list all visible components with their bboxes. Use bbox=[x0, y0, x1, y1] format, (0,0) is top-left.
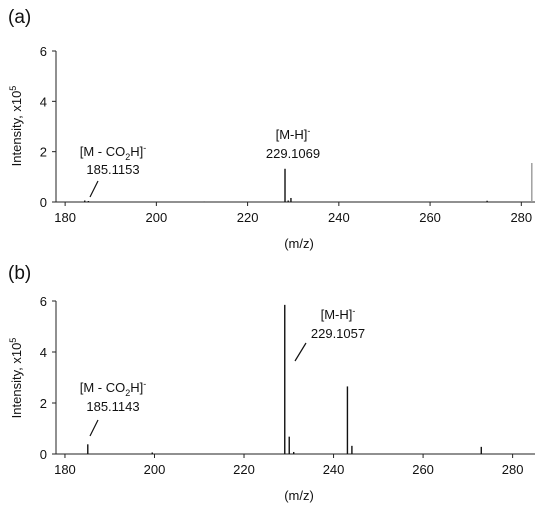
peak-annotation-value: 185.1153 bbox=[86, 162, 139, 177]
x-tick-label: 280 bbox=[502, 462, 524, 477]
panel-a-ylabel: Intensity, x105 bbox=[8, 86, 24, 167]
annotation-leader-line bbox=[89, 180, 99, 198]
panel-a-peaks bbox=[84, 162, 533, 202]
peak-annotation-label: [M - CO2H]- bbox=[80, 143, 147, 162]
panel-b: (b) Intensity, x105 (m/z) 0 2 4 6 180 200 220 2… bbox=[8, 263, 535, 503]
panel-a-label: (a) bbox=[8, 7, 31, 28]
x-tick-label: 200 bbox=[146, 210, 168, 225]
y-tick-label: 0 bbox=[40, 447, 47, 462]
peak-annotation-label: [M-H]- bbox=[321, 306, 356, 322]
y-tick-label: 4 bbox=[40, 94, 47, 109]
panel-a-annotations: [M - CO2H]-185.1153 [M-H]- 229.1069 bbox=[80, 126, 320, 198]
panel-b-label: (b) bbox=[8, 263, 31, 284]
panel-b-peaks bbox=[87, 304, 482, 454]
x-tick-label: 260 bbox=[419, 210, 441, 225]
x-tick-label: 280 bbox=[510, 210, 532, 225]
peak-annotation-label: [M-H]- bbox=[276, 126, 311, 142]
panel-a-axes: 0 2 4 6 180 200 220 240 260 280 bbox=[40, 44, 535, 225]
panel-a: (a) Intensity, x105 (m/z) 0 2 4 6 180 200 220 2… bbox=[8, 7, 535, 251]
x-tick-label: 260 bbox=[412, 462, 434, 477]
panel-b-annotations: [M - CO2H]-185.1143 [M-H]- 229.1057 bbox=[80, 306, 365, 437]
x-tick-label: 180 bbox=[54, 210, 76, 225]
x-tick-label: 220 bbox=[237, 210, 259, 225]
panel-a-xlabel: (m/z) bbox=[284, 236, 314, 251]
x-tick-label: 180 bbox=[54, 462, 76, 477]
annotation-leader-line bbox=[294, 342, 307, 362]
y-tick-label: 6 bbox=[40, 294, 47, 309]
x-tick-label: 220 bbox=[233, 462, 255, 477]
x-tick-label: 200 bbox=[144, 462, 166, 477]
panel-b-ylabel: Intensity, x105 bbox=[8, 338, 24, 419]
y-tick-label: 2 bbox=[40, 145, 47, 160]
x-tick-label: 240 bbox=[328, 210, 350, 225]
y-tick-label: 2 bbox=[40, 396, 47, 411]
y-tick-label: 0 bbox=[40, 195, 47, 210]
panel-b-xlabel: (m/z) bbox=[284, 488, 314, 503]
annotation-leader-line bbox=[89, 419, 99, 437]
y-tick-label: 4 bbox=[40, 345, 47, 360]
y-tick-label: 6 bbox=[40, 44, 47, 59]
peak-annotation-value: 185.1143 bbox=[86, 399, 139, 414]
peak-annotation-label: [M - CO2H]- bbox=[80, 379, 147, 398]
peak-annotation-value: 229.1069 bbox=[266, 146, 320, 161]
x-tick-label: 240 bbox=[323, 462, 345, 477]
panel-b-axes: 0 2 4 6 180 200 220 240 260 280 bbox=[40, 294, 535, 477]
peak-annotation-value: 229.1057 bbox=[311, 326, 365, 341]
